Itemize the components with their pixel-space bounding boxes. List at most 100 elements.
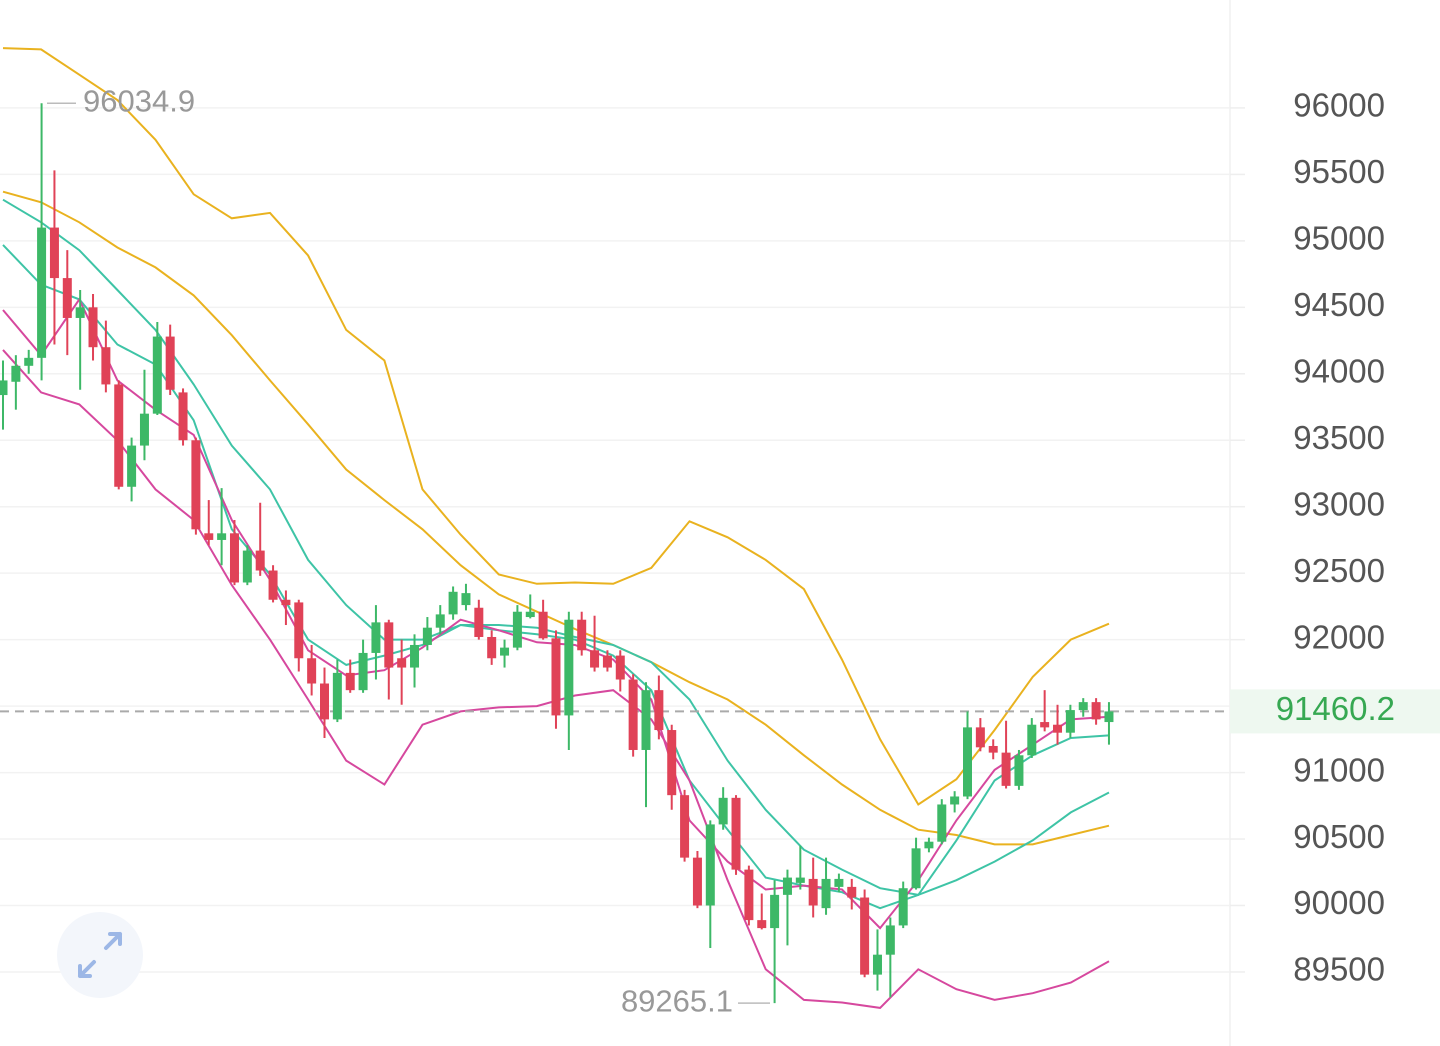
y-tick-label: 89500 <box>1293 951 1385 988</box>
candle-body <box>281 599 291 606</box>
candle-body <box>88 307 98 348</box>
y-tick-label: 93000 <box>1293 485 1385 522</box>
candle-body <box>885 925 895 955</box>
y-tick-label: 90000 <box>1293 884 1385 921</box>
candle-body <box>62 278 72 318</box>
candle-body <box>461 593 471 606</box>
expand-bg[interactable] <box>57 912 143 998</box>
candle-body <box>615 655 625 680</box>
candle-body <box>628 679 638 750</box>
candle-body <box>1065 710 1075 733</box>
candle-body <box>152 336 162 414</box>
candle-body <box>924 841 934 849</box>
candle-body <box>590 650 600 668</box>
candle-body <box>435 614 445 628</box>
candle-body <box>24 357 34 366</box>
candle-body <box>641 690 651 750</box>
candle-body <box>782 877 792 895</box>
candle-body <box>332 672 342 720</box>
candle-body <box>229 533 239 583</box>
candle-body <box>11 365 21 382</box>
y-tick-label: 92000 <box>1293 618 1385 655</box>
candle-body <box>963 727 972 797</box>
candle-body <box>602 655 612 668</box>
candle-body <box>139 413 149 446</box>
candle-body <box>795 877 805 883</box>
candle-body <box>770 894 780 929</box>
candles <box>0 103 1114 1004</box>
candle-body <box>667 730 677 796</box>
candle-body <box>834 878 844 887</box>
candle-body <box>255 550 265 571</box>
candle-body <box>1078 702 1088 711</box>
candle-body <box>564 619 574 716</box>
y-tick-label: 93500 <box>1293 419 1385 456</box>
candle-body <box>101 347 111 385</box>
y-tick-label: 90500 <box>1293 818 1385 855</box>
candle-body <box>49 227 59 279</box>
candle-body <box>872 954 882 975</box>
indicator-line <box>2 47 1110 806</box>
candle-body <box>975 727 985 748</box>
candle-body <box>178 392 188 441</box>
indicator-line <box>2 190 1110 846</box>
candle-body <box>397 658 407 668</box>
candle-body <box>821 878 831 909</box>
candle-body <box>500 647 510 656</box>
candle-body <box>307 658 317 684</box>
y-tick-label: 94000 <box>1293 353 1385 390</box>
grid <box>0 107 1245 973</box>
y-tick-label: 95000 <box>1293 220 1385 257</box>
candle-body <box>551 638 561 716</box>
y-tick-label: 92500 <box>1293 552 1385 589</box>
candle-body <box>1104 711 1114 723</box>
candle-body <box>1091 702 1101 720</box>
y-tick-label: 91000 <box>1293 751 1385 788</box>
min-label: 89265.1 <box>621 983 733 1018</box>
candle-body <box>1014 755 1024 786</box>
candle-body <box>358 652 368 691</box>
candle-body <box>950 796 960 805</box>
candle-body <box>114 384 124 487</box>
candle-body <box>371 622 381 653</box>
candle-body <box>1027 724 1037 756</box>
candle-body <box>512 611 522 648</box>
candle-body <box>538 611 548 639</box>
candle-body <box>191 440 201 530</box>
candle-body <box>988 745 998 753</box>
candle-body <box>448 591 458 615</box>
candle-body <box>487 636 497 659</box>
candle-body <box>345 672 355 691</box>
candle-body <box>384 622 394 668</box>
candle-body <box>680 795 690 858</box>
candle-body <box>320 683 329 720</box>
candle-body <box>718 797 728 825</box>
candle-body <box>731 797 741 870</box>
candle-body <box>705 824 715 906</box>
candle-body <box>525 611 535 618</box>
indicator-line <box>2 198 1110 896</box>
candle-body <box>1001 752 1011 786</box>
candle-body <box>654 690 664 731</box>
last-price-label: 91460.2 <box>1276 690 1395 727</box>
y-tick-label: 96000 <box>1293 87 1385 124</box>
candle-body <box>127 445 137 487</box>
candle-body <box>422 627 432 645</box>
candle-body <box>410 644 420 668</box>
expand-icon[interactable] <box>78 932 122 978</box>
candle-body <box>757 920 767 929</box>
indicator-lines <box>0 47 1440 1009</box>
candle-body <box>474 607 484 637</box>
y-tick-label: 94500 <box>1293 286 1385 323</box>
candle-body <box>217 533 227 540</box>
candle-body <box>808 878 818 906</box>
y-tick-label: 95500 <box>1293 153 1385 190</box>
candle-body <box>577 619 587 651</box>
expand-button[interactable] <box>57 912 143 998</box>
candle-body <box>937 804 947 842</box>
candle-body <box>242 550 252 583</box>
labels: 8950090000905009100091500920009250093000… <box>47 83 1440 1018</box>
last-price-box <box>1230 689 1440 734</box>
